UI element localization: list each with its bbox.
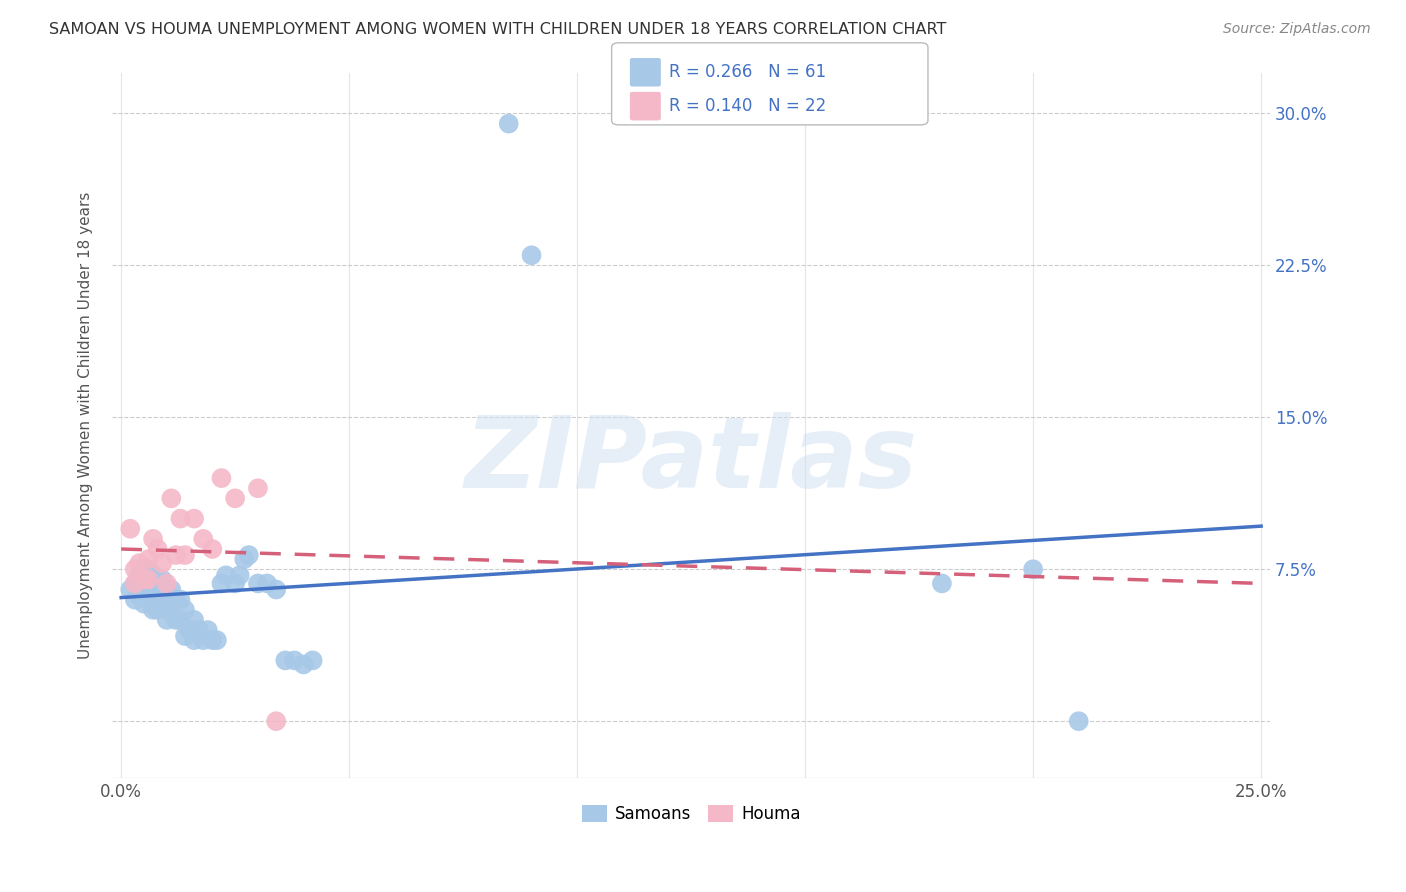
Point [246, 576, 269, 591]
Point [132, 573, 155, 587]
Point [193, 633, 215, 648]
Text: SAMOAN VS HOUMA UNEMPLOYMENT AMONG WOMEN WITH CHILDREN UNDER 18 YEARS CORRELATIO: SAMOAN VS HOUMA UNEMPLOYMENT AMONG WOMEN… [49, 22, 946, 37]
Point [138, 562, 160, 576]
Point [169, 592, 191, 607]
Point [132, 562, 155, 576]
Text: R = 0.140   N = 22: R = 0.140 N = 22 [669, 97, 827, 115]
Point [931, 576, 953, 591]
Point [146, 592, 169, 607]
Point [150, 582, 173, 597]
Point [174, 603, 197, 617]
Point [138, 573, 160, 587]
Point [183, 633, 205, 648]
Point [138, 552, 160, 566]
Point [183, 511, 205, 525]
Point [132, 582, 155, 597]
Point [128, 568, 150, 582]
Point [498, 117, 520, 131]
Point [146, 603, 169, 617]
Point [120, 522, 142, 536]
Point [160, 603, 183, 617]
Point [124, 592, 146, 607]
Point [146, 541, 169, 556]
Point [169, 613, 191, 627]
Point [264, 582, 287, 597]
Point [211, 576, 233, 591]
Point [156, 603, 179, 617]
Point [201, 633, 224, 648]
Point [146, 573, 169, 587]
Point [233, 552, 256, 566]
Point [228, 568, 250, 582]
Point [132, 573, 155, 587]
Point [1067, 714, 1090, 728]
Text: Source: ZipAtlas.com: Source: ZipAtlas.com [1223, 22, 1371, 37]
Point [193, 532, 215, 546]
Point [138, 582, 160, 597]
Text: R = 0.266   N = 61: R = 0.266 N = 61 [669, 63, 827, 81]
Point [174, 629, 197, 643]
Point [292, 657, 315, 672]
Point [264, 714, 287, 728]
Point [142, 589, 165, 603]
Point [205, 633, 228, 648]
Point [138, 573, 160, 587]
Point [211, 471, 233, 485]
Point [201, 541, 224, 556]
Point [150, 597, 173, 611]
Point [156, 582, 179, 597]
Point [124, 576, 146, 591]
Point [142, 568, 165, 582]
Point [150, 573, 173, 587]
Point [256, 576, 278, 591]
Point [165, 592, 187, 607]
Point [238, 548, 260, 562]
Point [274, 653, 297, 667]
Point [169, 511, 191, 525]
Point [128, 556, 150, 570]
Point [142, 576, 165, 591]
Point [128, 589, 150, 603]
Point [146, 582, 169, 597]
Y-axis label: Unemployment Among Women with Children Under 18 years: Unemployment Among Women with Children U… [79, 192, 93, 659]
Point [301, 653, 323, 667]
Point [165, 548, 187, 562]
Point [132, 597, 155, 611]
Point [142, 603, 165, 617]
Point [124, 576, 146, 591]
Point [224, 491, 246, 506]
Point [183, 613, 205, 627]
Point [138, 592, 160, 607]
Point [124, 562, 146, 576]
Point [283, 653, 305, 667]
Point [156, 576, 179, 591]
Point [187, 623, 209, 637]
Point [160, 582, 183, 597]
Point [156, 613, 179, 627]
Legend: Samoans, Houma: Samoans, Houma [575, 798, 807, 830]
Point [120, 582, 142, 597]
Point [197, 623, 219, 637]
Point [160, 491, 183, 506]
Point [165, 613, 187, 627]
Point [520, 248, 543, 262]
Point [1022, 562, 1045, 576]
Point [174, 548, 197, 562]
Point [179, 623, 201, 637]
Text: ZIPatlas: ZIPatlas [464, 412, 918, 509]
Point [246, 481, 269, 495]
Point [215, 568, 238, 582]
Point [224, 576, 246, 591]
Point [142, 532, 165, 546]
Point [150, 556, 173, 570]
